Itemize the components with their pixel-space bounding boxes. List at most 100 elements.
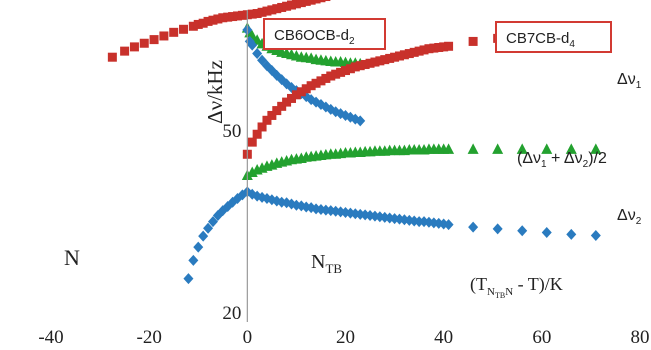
point-cb7cb-square [331,69,341,79]
y-tick-labels: 50 20 [222,121,241,324]
point-cb7cb-square [326,71,336,81]
point-cb7cb-square [311,78,321,88]
point-cb7cb-diamond [468,221,479,233]
point-cb6ocb-square [233,11,243,21]
point-cb7cb-square [247,137,257,147]
point-cb7cb-diamond [198,230,209,242]
point-cb6ocb-square [107,52,117,62]
point-cb6ocb-square [301,0,311,6]
point-cb6ocb-diamond [252,48,263,60]
svg-text:CB6OCB-d2: CB6OCB-d2 [274,27,355,47]
x-tick-label: 60 [532,327,551,348]
point-cb7cb-diamond [183,273,194,285]
point-cb7cb-square [468,36,478,46]
point-cb7cb-triangle [516,143,528,154]
series-label-average: (Δν1 + Δν2)/2 [517,150,607,170]
point-cb6ocb-square [159,31,169,41]
phase-label-n: N [64,245,80,270]
point-cb7cb-diamond [203,222,214,234]
label-cb7cb-main: CB7CB-d [506,30,569,47]
series-label-dnu2: Δν2 [617,207,642,227]
point-cb6ocb-square [311,0,321,4]
point-cb6ocb-square [262,6,272,16]
point-cb7cb-square [424,44,434,54]
point-cb6ocb-square [129,42,139,52]
point-cb7cb-square [301,84,311,94]
point-cb7cb-square [341,66,350,76]
point-cb7cb-square [296,87,306,97]
point-cb6ocb-square [198,18,208,28]
label-cb6ocb-main: CB6OCB-d [274,27,349,44]
y-tick-label: 50 [222,121,241,142]
point-cb6ocb-square [272,4,282,14]
point-cb7cb-square [277,101,287,111]
point-cb6ocb-square [277,2,287,12]
point-cb7cb-square [419,45,429,55]
point-cb7cb-square [380,55,390,65]
point-cb7cb-square [370,57,380,67]
point-cb7cb-square [316,76,326,86]
label-cb6ocb-sub: 2 [349,36,355,47]
point-cb7cb-triangle [492,143,504,154]
point-cb7cb-square [252,129,262,139]
point-cb7cb-diamond [517,225,528,237]
x-tick-label: 80 [631,327,650,348]
point-cb7cb-square [429,43,439,53]
y-tick-label: 20 [222,303,241,324]
point-cb7cb-square [414,46,424,56]
point-cb7cb-square [272,106,282,116]
label-cb7cb-sub: 4 [569,39,575,50]
point-cb6ocb-square [213,14,223,24]
point-cb6ocb-square [321,0,331,2]
point-cb7cb-diamond [443,219,454,231]
point-cb6ocb-square [291,0,301,9]
point-cb6ocb-square [203,16,213,26]
point-cb6ocb-square [257,7,267,17]
point-cb7cb-square [336,67,346,77]
point-cb7cb-diamond [207,216,218,228]
point-cb7cb-diamond [590,230,601,242]
point-cb7cb-square [394,51,404,61]
point-cb7cb-triangle [541,143,553,154]
point-cb6ocb-square [139,38,149,48]
point-cb7cb-square [306,81,316,91]
data-marks [107,0,602,285]
point-cb6ocb-square [252,9,262,19]
point-cb7cb-square [444,41,454,51]
point-cb7cb-triangle [565,143,577,154]
point-cb6ocb-square [237,10,247,20]
point-cb6ocb-diamond [355,115,366,127]
point-cb6ocb-square [247,9,257,19]
point-cb7cb-square [291,90,301,100]
x-tick-label: 20 [336,327,355,348]
svg-text:CB7CB-d4: CB7CB-d4 [506,30,575,50]
x-axis-label: (TNTBN - T)/K [470,274,563,300]
point-cb6ocb-square [296,0,306,8]
x-tick-label: 0 [243,327,253,348]
point-cb7cb-square [375,56,385,66]
point-cb7cb-diamond [193,241,204,253]
point-cb6ocb-diamond [247,39,258,51]
point-cb7cb-square [345,64,355,74]
point-cb6ocb-square [282,1,292,11]
point-cb7cb-diamond [492,223,503,235]
y-axis-label: Δν/kHz [203,60,227,124]
point-cb7cb-square [385,53,395,63]
point-cb6ocb-square [218,13,228,23]
x-tick-label: 40 [434,327,453,348]
label-box-cb6ocb: CB6OCB-d2 [263,18,386,50]
point-cb7cb-square [262,115,272,125]
point-cb7cb-square [350,62,360,72]
point-cb7cb-diamond [566,228,577,240]
x-tick-label: -40 [38,327,63,348]
point-cb7cb-square [355,61,365,71]
point-cb7cb-square [360,59,370,69]
point-cb6ocb-square [208,15,218,25]
point-cb6ocb-square [188,21,198,31]
point-cb7cb-square [287,93,297,103]
x-tick-label: -20 [137,327,162,348]
point-cb7cb-square [404,49,414,59]
point-cb7cb-square [434,42,444,52]
point-cb6ocb-square [287,0,297,10]
